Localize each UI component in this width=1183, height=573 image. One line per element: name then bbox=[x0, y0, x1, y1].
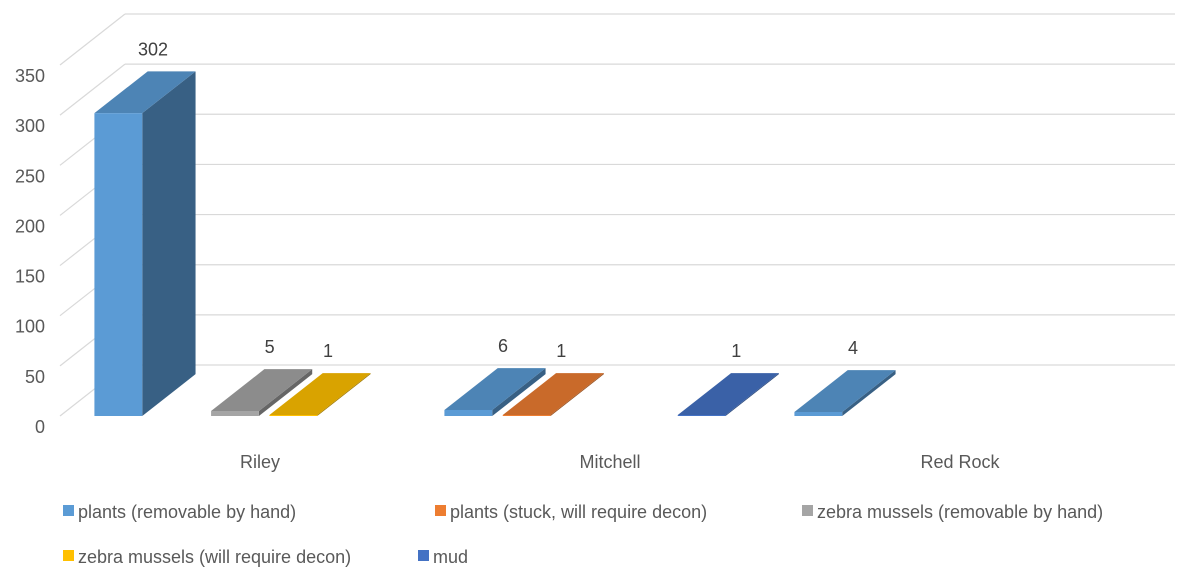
bar-front bbox=[211, 410, 259, 416]
bar-top bbox=[269, 373, 371, 415]
y-axis-ticks: 0 50 100 150 200 250 300 350 bbox=[15, 66, 45, 437]
bar-top bbox=[677, 373, 779, 415]
y-tick-label: 350 bbox=[15, 66, 45, 86]
bar-side bbox=[842, 370, 896, 416]
gridline-side bbox=[59, 13, 126, 66]
gridline-side bbox=[59, 63, 126, 116]
bars bbox=[94, 71, 896, 417]
y-tick-label: 200 bbox=[15, 216, 45, 236]
y-tick-label: 150 bbox=[15, 267, 45, 287]
bar-top bbox=[444, 368, 546, 410]
bar-riley-0 bbox=[94, 71, 196, 417]
legend-label: plants (removable by hand) bbox=[78, 502, 296, 522]
bar-front bbox=[502, 414, 551, 416]
legend-item: mud bbox=[418, 547, 468, 567]
bar-top bbox=[502, 373, 604, 415]
data-label: 6 bbox=[498, 336, 508, 356]
bar-front bbox=[794, 411, 843, 416]
bar-red-rock-0 bbox=[794, 370, 896, 416]
bar-riley-3 bbox=[269, 373, 371, 416]
y-tick-label: 0 bbox=[35, 417, 45, 437]
bar-mitchell-4 bbox=[677, 373, 779, 416]
gridlines bbox=[59, 13, 1175, 417]
category-label: Red Rock bbox=[920, 452, 1000, 472]
data-label: 5 bbox=[265, 337, 275, 357]
category-label: Mitchell bbox=[579, 452, 640, 472]
y-tick-label: 250 bbox=[15, 166, 45, 186]
bar-side bbox=[550, 373, 604, 416]
category-label: Riley bbox=[240, 452, 280, 472]
data-label: 1 bbox=[731, 341, 741, 361]
bar-front bbox=[444, 409, 493, 416]
legend-swatch bbox=[435, 505, 446, 516]
bar-side bbox=[317, 373, 371, 416]
data-label: 4 bbox=[848, 338, 858, 358]
bar-side bbox=[492, 368, 546, 416]
data-label: 302 bbox=[138, 39, 168, 59]
legend-swatch bbox=[63, 550, 74, 561]
bar-front bbox=[94, 113, 143, 416]
bar-side bbox=[258, 369, 313, 416]
legend-item: zebra mussels (will require decon) bbox=[63, 547, 351, 567]
bar-side bbox=[142, 71, 196, 417]
y-tick-label: 300 bbox=[15, 116, 45, 136]
legend-label: zebra mussels (removable by hand) bbox=[817, 502, 1103, 522]
legend-swatch bbox=[63, 505, 74, 516]
bar-top bbox=[94, 71, 196, 114]
legend-item: zebra mussels (removable by hand) bbox=[802, 502, 1103, 522]
bar-top bbox=[211, 369, 313, 411]
legend-swatch bbox=[418, 550, 429, 561]
data-label: 1 bbox=[323, 341, 333, 361]
bar-side bbox=[725, 373, 779, 416]
bar-top bbox=[794, 370, 896, 412]
legend-item: plants (removable by hand) bbox=[63, 502, 296, 522]
legend: plants (removable by hand) plants (stuck,… bbox=[63, 502, 1103, 567]
bar-mitchell-0 bbox=[444, 368, 546, 416]
y-tick-label: 100 bbox=[15, 317, 45, 337]
bar-mitchell-1 bbox=[502, 373, 604, 416]
legend-label: mud bbox=[433, 547, 468, 567]
y-tick-label: 50 bbox=[25, 367, 45, 387]
legend-label: plants (stuck, will require decon) bbox=[450, 502, 707, 522]
legend-swatch bbox=[802, 505, 813, 516]
legend-item: plants (stuck, will require decon) bbox=[435, 502, 707, 522]
bar-riley-2 bbox=[211, 369, 313, 416]
x-axis-categories: Riley Mitchell Red Rock bbox=[240, 452, 1001, 472]
bar-front bbox=[269, 414, 318, 416]
bar-front bbox=[677, 414, 726, 416]
legend-label: zebra mussels (will require decon) bbox=[78, 547, 351, 567]
data-label: 1 bbox=[556, 341, 566, 361]
